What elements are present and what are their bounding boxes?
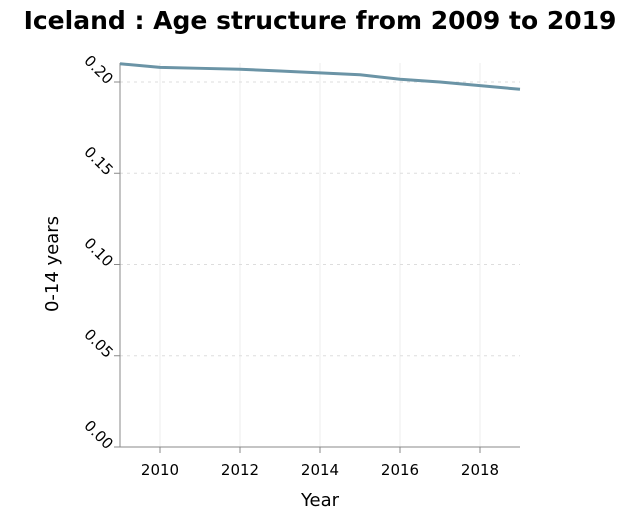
gridlines bbox=[120, 63, 520, 447]
y-tick-label: 0.10 bbox=[80, 234, 116, 270]
data-line bbox=[119, 62, 521, 91]
y-tick-label: 0.05 bbox=[80, 325, 116, 361]
y-tick-label: 0.15 bbox=[80, 143, 116, 179]
y-tick-label: 0.00 bbox=[80, 417, 116, 453]
x-tick-label: 2018 bbox=[461, 461, 499, 479]
y-axis-title: 0-14 years bbox=[42, 216, 63, 312]
x-tick-label: 2016 bbox=[381, 461, 419, 479]
y-tick-label: 0.20 bbox=[80, 52, 116, 88]
x-tick-label: 2014 bbox=[301, 461, 339, 479]
x-tick-label: 2010 bbox=[141, 461, 179, 479]
x-axis-title: Year bbox=[300, 490, 340, 511]
x-tick-label: 2012 bbox=[221, 461, 259, 479]
chart-title: Iceland : Age structure from 2009 to 201… bbox=[23, 6, 617, 35]
series-layer bbox=[119, 62, 521, 91]
ticks: 2010 2012 2014 2016 2018 0.00 0.05 0.10 0.15 0.20 bbox=[80, 52, 499, 479]
